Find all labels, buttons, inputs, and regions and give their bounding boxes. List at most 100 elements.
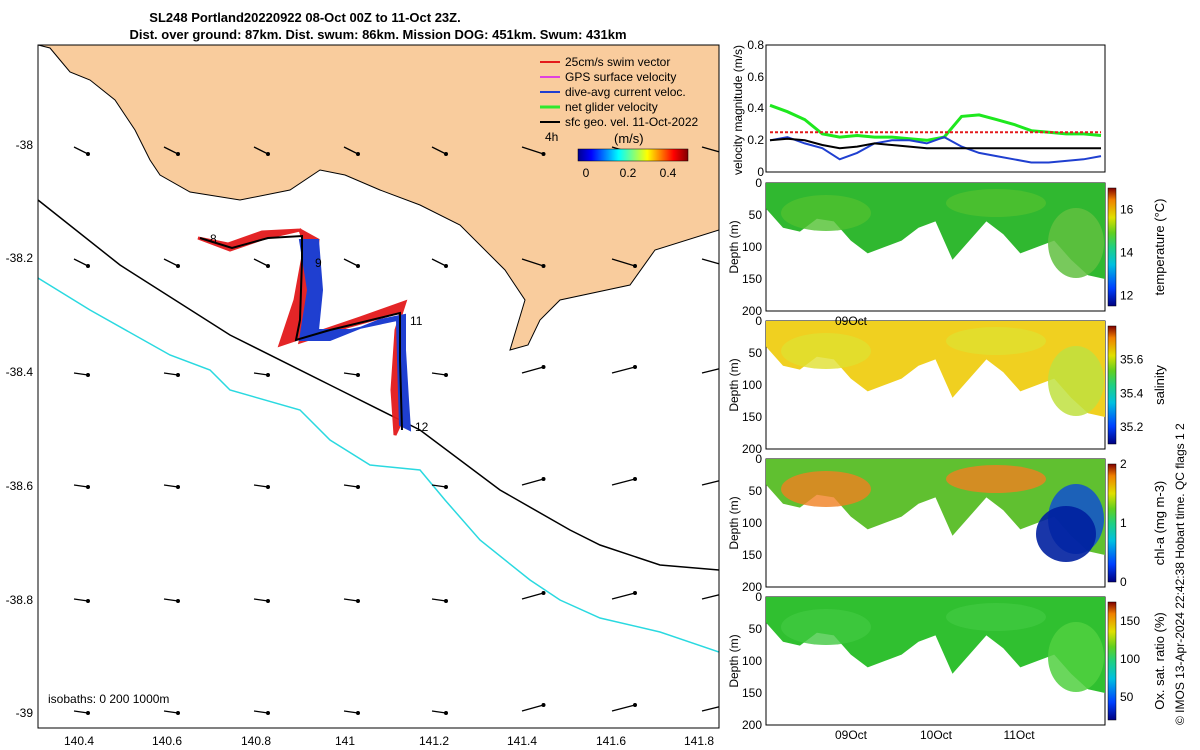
depth-label: Depth (m) <box>727 634 741 687</box>
geo-arrow <box>701 368 719 374</box>
colorbar-unit: (m/s) <box>614 131 644 146</box>
map-panel: 8 9 11 12 140.4 140.6 140.8 141 141.2 14… <box>6 44 728 748</box>
geo-arrow-head <box>176 485 180 489</box>
geo-arrow <box>343 146 359 155</box>
depth-tick: 0 <box>755 314 762 328</box>
geo-arrow-head <box>633 264 637 268</box>
vel-y-tick: 0.6 <box>747 70 764 84</box>
velocity-panel: 0 0.2 0.4 0.6 0.8 velocity magnitude (m/… <box>731 38 1106 179</box>
geo-arrow-head <box>86 373 90 377</box>
depth-label: Depth (m) <box>727 220 741 273</box>
geo-arrow-head <box>541 591 546 595</box>
colorbar-tick: 16 <box>1120 202 1134 216</box>
geo-arrow <box>521 366 544 374</box>
colorbar-tick: 14 <box>1120 245 1134 259</box>
section-patch <box>946 327 1046 355</box>
vel-y-tick: 0.2 <box>747 133 764 147</box>
geo-arrow <box>701 594 719 600</box>
geo-arrow <box>521 478 544 486</box>
geo-arrow <box>521 146 544 155</box>
section-colorbar <box>1107 187 1117 307</box>
colorbar-tick: 12 <box>1120 288 1134 302</box>
geo-arrow <box>521 592 544 600</box>
geo-arrow <box>343 598 359 602</box>
geo-arrow-head <box>444 152 448 156</box>
map-x-tick: 141.8 <box>684 734 714 748</box>
geo-arrow <box>343 710 359 714</box>
colorbar-tick: 0.4 <box>660 166 677 180</box>
geo-arrow <box>431 484 447 488</box>
map-x-tick: 140.8 <box>241 734 271 748</box>
date-tick: 09Oct <box>835 728 868 742</box>
section-patch <box>946 603 1046 631</box>
geo-arrow <box>343 484 359 488</box>
geo-arrow-head <box>541 152 546 156</box>
section-patch <box>781 471 871 507</box>
geo-arrow-head <box>444 373 448 377</box>
section-patch <box>781 195 871 231</box>
geo-arrow <box>253 146 269 155</box>
geo-arrow-head <box>266 711 270 715</box>
colorbar-tick: 150 <box>1120 614 1140 628</box>
geo-arrow-head <box>444 264 448 268</box>
geo-arrow-head <box>444 485 448 489</box>
speed-colorbar <box>577 148 689 162</box>
geo-arrow-head <box>266 485 270 489</box>
geo-arrow-head <box>633 591 637 595</box>
day-label-8: 8 <box>210 232 217 246</box>
section-patch <box>781 609 871 645</box>
geo-arrow <box>431 710 447 714</box>
colorbar-tick: 50 <box>1120 690 1134 704</box>
map-y-tick: -38.4 <box>6 365 34 379</box>
section-patch <box>1036 506 1096 562</box>
colorbar-tick: 35.2 <box>1120 420 1144 434</box>
geo-arrow <box>163 484 179 488</box>
geo-arrow <box>521 258 544 267</box>
geo-arrow-head <box>86 711 90 715</box>
section-patch <box>946 465 1046 493</box>
day-label-11: 11 <box>410 314 423 328</box>
map-x-tick: 140.4 <box>64 734 94 748</box>
geo-arrow-head <box>541 264 546 268</box>
section-colorbar <box>1107 325 1117 445</box>
date-tick: 10Oct <box>920 728 953 742</box>
section-patch <box>1048 346 1104 416</box>
colorbar-tick: 35.6 <box>1120 353 1144 367</box>
depth-tick: 150 <box>742 686 762 700</box>
section-patch <box>1048 622 1104 692</box>
geo-arrow <box>343 372 359 376</box>
map-x-tick: 141.4 <box>507 734 537 748</box>
time-step-label: 4h <box>545 130 558 144</box>
date-tick: 09Oct <box>835 314 868 328</box>
date-tick: 11Oct <box>1003 728 1035 742</box>
geo-arrow <box>431 146 447 155</box>
section-colorbar <box>1107 463 1117 583</box>
depth-tick: 100 <box>742 240 762 254</box>
velocity-line-3 <box>769 137 1101 150</box>
depth-tick: 200 <box>742 580 762 594</box>
geo-arrow <box>73 484 89 488</box>
geo-arrow <box>431 258 447 267</box>
title-line-1: SL248 Portland20220922 08-Oct 00Z to 11-… <box>149 10 460 25</box>
depth-tick: 50 <box>749 622 763 636</box>
geo-arrow-head <box>176 264 180 268</box>
section-patch <box>781 333 871 369</box>
colorbar-label: Ox. sat. ratio (%) <box>1152 612 1167 710</box>
geo-arrow-head <box>176 711 180 715</box>
title-line-2: Dist. over ground: 87km. Dist. swum: 86k… <box>129 27 626 42</box>
geo-arrow <box>611 366 636 374</box>
map-x-tick: 140.6 <box>152 734 182 748</box>
geo-arrow <box>431 598 447 602</box>
map-x-tick: 141.6 <box>596 734 626 748</box>
depth-tick: 50 <box>749 346 763 360</box>
depth-tick: 100 <box>742 654 762 668</box>
geo-arrow-head <box>633 703 637 707</box>
geo-arrow <box>701 480 719 486</box>
geo-arrow <box>253 598 269 602</box>
credit-text: © IMOS 13-Apr-2024 22:42:38 Hobart time.… <box>1173 423 1187 725</box>
geo-arrow-head <box>176 152 180 156</box>
geo-arrow-head <box>725 592 728 595</box>
colorbar-tick: 100 <box>1120 652 1140 666</box>
colorbar-tick: 2 <box>1120 457 1127 471</box>
geo-arrow-head <box>356 711 360 715</box>
